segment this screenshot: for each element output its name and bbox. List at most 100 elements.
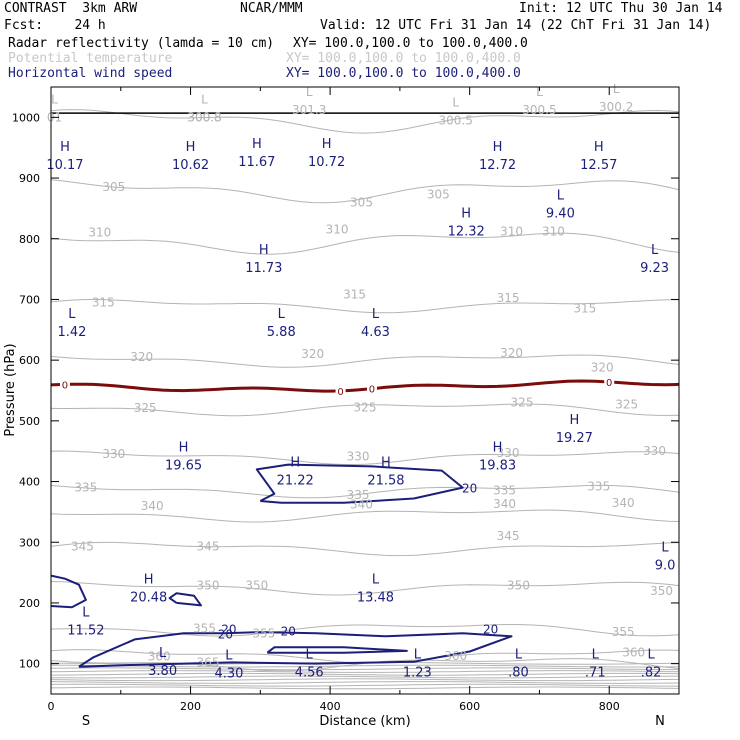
model-title: CONTRAST 3km ARW: [4, 1, 138, 16]
surface-low-marker: L: [306, 85, 313, 99]
theta-contour-label: 315: [343, 288, 366, 302]
theta-contour-label: 325: [134, 401, 157, 415]
wind-contour-line: [50, 574, 87, 609]
theta-contour-label: 345: [197, 539, 220, 553]
theta-contour-label: 350: [507, 578, 530, 592]
wind-contour-label: 20: [281, 624, 296, 638]
theta-contour-label: 320: [500, 346, 523, 360]
extremum-marker: L: [159, 646, 167, 661]
x-tick-label: 200: [180, 700, 201, 713]
zero-contour: 0 0 0 0: [50, 375, 680, 398]
x-end-right-label: N: [655, 714, 665, 729]
extremum-value: 1.42: [57, 325, 86, 340]
valid-time: Valid: 12 UTC Fri 31 Jan 14 (22 ChT Fri …: [320, 18, 712, 33]
extremum-value: 10.17: [46, 158, 83, 173]
wind-contour-label: 20: [462, 482, 477, 496]
extremum-value: 3.80: [148, 664, 177, 679]
theta-contour-label: 315: [573, 302, 596, 316]
field2-xy: XY= 100.0,100.0 to 100.0,400.0: [286, 51, 521, 66]
extremum-marker: H: [493, 440, 503, 455]
extremum-value: 21.58: [367, 474, 404, 489]
theta-contour-label: 330: [497, 446, 520, 460]
extremum-value: 13.48: [357, 591, 394, 606]
theta-contour-345: [50, 541, 680, 557]
theta-contour-label: 350: [245, 578, 268, 592]
extremum-value: 11.73: [245, 261, 282, 276]
x-tick-label: 600: [459, 700, 480, 713]
extremum-marker: L: [306, 647, 314, 662]
y-tick-label: 800: [19, 233, 40, 246]
forecast-hour: Fcst: 24 h: [4, 18, 106, 33]
extremum-marker: H: [569, 413, 579, 428]
y-tick-label: 200: [19, 597, 40, 610]
extremum-marker: H: [290, 456, 300, 471]
wind-contour-line: [78, 631, 513, 668]
extremum-marker: L: [225, 649, 233, 664]
extremum-marker: L: [82, 605, 90, 620]
theta-contour-label: 360: [444, 649, 467, 663]
extremum-value: 12.32: [448, 225, 485, 240]
y-tick-label: 300: [19, 536, 40, 549]
theta-contour-label: 355: [252, 626, 275, 640]
theta-contour-label: 355: [612, 625, 635, 639]
y-tick-label: 500: [19, 415, 40, 428]
theta-contour-label: 315: [92, 295, 115, 309]
extremum-value: 11.67: [238, 155, 275, 170]
extremum-value: 19.27: [556, 431, 593, 446]
theta-contour-305: [50, 179, 680, 204]
theta-contour-label: 320: [301, 347, 324, 361]
zero-contour-label: 0: [606, 378, 612, 389]
extremum-value: 19.65: [165, 458, 202, 473]
extremum-marker: L: [515, 647, 523, 662]
x-tick-label: 800: [599, 700, 620, 713]
theta-contour-upper: [50, 675, 680, 679]
theta-contour-label: 350: [197, 578, 220, 592]
surface-low-marker: L: [536, 85, 543, 99]
x-tick-label: 400: [320, 700, 341, 713]
extremum-marker: H: [493, 140, 503, 155]
extremum-marker: L: [68, 307, 76, 322]
theta-contour-label: 345: [497, 529, 520, 543]
theta-contour-label: 305: [427, 187, 450, 201]
y-tick-label: 600: [19, 354, 40, 367]
surface-low-marker: L: [613, 82, 620, 96]
theta-contour-label: 325: [354, 400, 377, 414]
theta-contour-label: 325: [615, 397, 638, 411]
theta-contour-340: [50, 509, 680, 523]
theta-contour-300: [50, 109, 680, 134]
extremum-value: 11.52: [67, 623, 104, 638]
extremum-marker: H: [322, 137, 332, 152]
extremum-value: .80: [508, 665, 529, 680]
theta-contour-label: 335: [587, 479, 610, 493]
extremum-value: 4.63: [361, 325, 390, 340]
theta-contour-label: 305: [350, 195, 373, 209]
theta-contour-label: 360: [148, 649, 171, 663]
theta-contour-upper: [50, 678, 680, 682]
theta-contour-upper: [51, 672, 680, 676]
extremum-marker: L: [557, 188, 565, 203]
extremum-value: 9.40: [546, 206, 575, 221]
extremum-marker: H: [179, 440, 189, 455]
extremum-marker: L: [372, 307, 380, 322]
theta-contour-label: 305: [102, 180, 125, 194]
plot-frame: [50, 86, 680, 695]
theta-contour-upper: [50, 670, 680, 673]
theta-contour-upper: [50, 683, 679, 687]
extremum-marker: L: [278, 307, 286, 322]
surface-low-value: 300.2: [599, 100, 633, 114]
theta-contour-label: 340: [141, 499, 164, 513]
extremum-value: 19.83: [479, 458, 516, 473]
x-axis-label: Distance (km): [319, 714, 410, 729]
y-tick-label: 100: [19, 658, 40, 671]
theta-contour-upper: [50, 681, 680, 684]
zero-contour-label: 0: [337, 387, 343, 398]
theta-contour-label: 310: [500, 224, 523, 238]
theta-contour-label: 310: [88, 226, 111, 240]
extremum-marker: H: [461, 207, 471, 222]
theta-contour-label: 320: [591, 360, 614, 374]
extremum-marker: H: [381, 456, 391, 471]
init-time: Init: 12 UTC Thu 30 Jan 14: [519, 1, 723, 16]
extrema-labels: L3.80L4.30L4.56L1.23L.80L.71L.82L11.52H2…: [46, 137, 675, 682]
extremum-value: 9.0: [655, 558, 676, 573]
zero-contour-line: [50, 379, 680, 393]
